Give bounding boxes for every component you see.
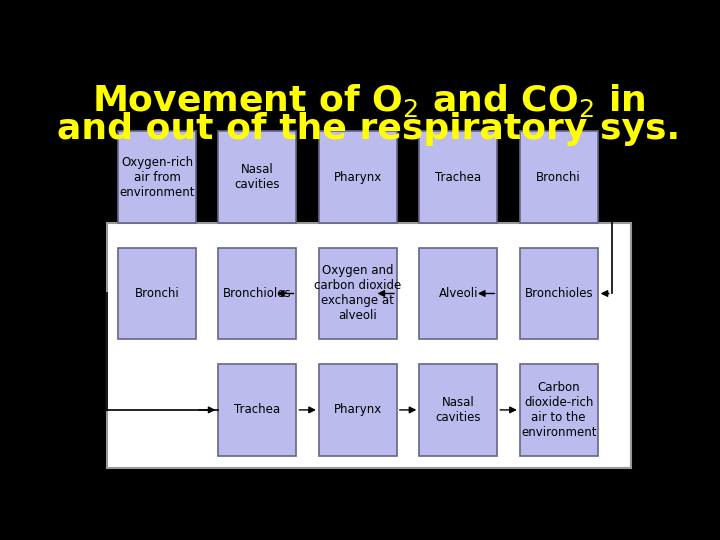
Text: Bronchioles: Bronchioles [524,287,593,300]
FancyBboxPatch shape [419,131,498,223]
Text: Trachea: Trachea [234,403,281,416]
Text: Nasal
cavities: Nasal cavities [235,163,280,191]
FancyBboxPatch shape [419,364,498,456]
Text: and out of the respiratory sys.: and out of the respiratory sys. [58,112,680,146]
FancyBboxPatch shape [319,248,397,339]
Text: Nasal
cavities: Nasal cavities [436,396,481,424]
Text: Movement of O$_2$ and CO$_2$ in: Movement of O$_2$ and CO$_2$ in [92,82,646,119]
FancyBboxPatch shape [419,248,498,339]
Text: Bronchi: Bronchi [135,287,179,300]
Text: Oxygen-rich
air from
environment: Oxygen-rich air from environment [120,156,194,199]
FancyBboxPatch shape [319,131,397,223]
Text: Trachea: Trachea [435,171,482,184]
FancyBboxPatch shape [319,364,397,456]
FancyBboxPatch shape [118,248,196,339]
FancyBboxPatch shape [107,223,631,468]
Text: Bronchi: Bronchi [536,171,581,184]
Text: Pharynx: Pharynx [333,403,382,416]
FancyBboxPatch shape [218,131,297,223]
Text: Carbon
dioxide-rich
air to the
environment: Carbon dioxide-rich air to the environme… [521,381,596,439]
FancyBboxPatch shape [520,364,598,456]
Text: Alveoli: Alveoli [438,287,478,300]
FancyBboxPatch shape [520,131,598,223]
Text: Bronchioles: Bronchioles [223,287,292,300]
FancyBboxPatch shape [118,131,196,223]
FancyBboxPatch shape [218,248,297,339]
FancyBboxPatch shape [218,364,297,456]
Text: Pharynx: Pharynx [333,171,382,184]
Text: Oxygen and
carbon dioxide
exchange at
alveoli: Oxygen and carbon dioxide exchange at al… [314,265,402,322]
FancyBboxPatch shape [520,248,598,339]
